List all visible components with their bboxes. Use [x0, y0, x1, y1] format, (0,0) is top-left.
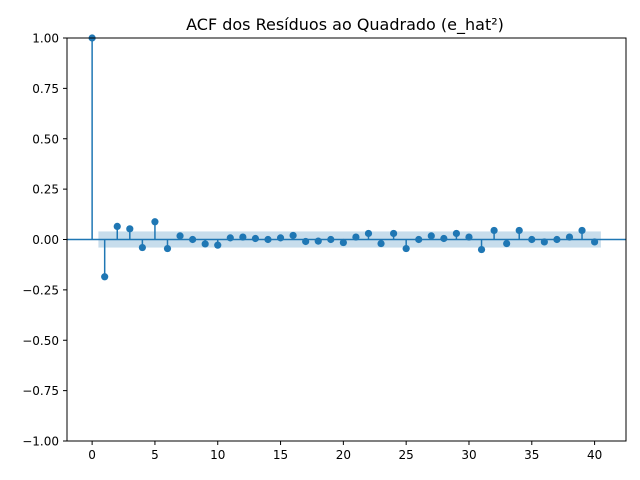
acf-point-lag-11 [226, 234, 234, 242]
acf-point-lag-7 [176, 232, 184, 240]
acf-point-lag-36 [540, 238, 548, 246]
chart-title: ACF dos Resíduos ao Quadrado (e_hat²) [186, 15, 504, 35]
y-tick-label: −1.00 [22, 435, 59, 449]
y-tick-label: −0.75 [22, 384, 59, 398]
acf-point-lag-10 [214, 241, 222, 249]
acf-point-lag-25 [402, 244, 410, 253]
acf-point-lag-17 [302, 237, 310, 246]
acf-point-lag-28 [440, 234, 448, 243]
plot-area: 0 5 10 15 20 25 30 35 40 −1.00 −0.75 −0.50 −0.25 0.00… [22, 32, 626, 462]
acf-point-lag-33 [503, 239, 511, 248]
acf-point-lag-40 [590, 238, 599, 246]
acf-point-lag-8 [189, 235, 197, 244]
acf-point-lag-38 [565, 233, 574, 241]
acf-point-lag-14 [264, 235, 272, 244]
x-tick-label: 35 [524, 448, 539, 462]
acf-point-lag-39 [578, 226, 586, 235]
x-tick-label: 10 [210, 448, 225, 462]
acf-point-lag-2 [113, 222, 121, 231]
acf-point-lag-18 [314, 237, 322, 245]
acf-point-lag-4 [138, 243, 146, 252]
x-tick-label: 5 [151, 448, 159, 462]
acf-point-lag-26 [415, 235, 423, 244]
acf-point-lag-19 [327, 235, 335, 244]
x-tick-label: 20 [336, 448, 351, 462]
acf-point-lag-20 [339, 238, 347, 247]
acf-point-lag-31 [477, 245, 486, 254]
acf-point-lag-15 [276, 234, 285, 242]
acf-point-lag-16 [289, 231, 297, 240]
acf-point-lag-23 [377, 239, 385, 248]
acf-point-lag-13 [251, 234, 260, 243]
x-tick-label: 30 [461, 448, 476, 462]
acf-point-lag-9 [201, 240, 209, 248]
acf-point-lag-32 [490, 226, 498, 235]
y-tick-label: −0.25 [22, 283, 59, 297]
y-tick-label: 0.75 [32, 82, 59, 96]
acf-point-lag-3 [126, 225, 134, 233]
y-tick-label: 0.50 [32, 132, 59, 146]
acf-point-lag-12 [239, 233, 247, 241]
acf-point-lag-21 [352, 233, 360, 241]
axes-frame [66, 37, 627, 442]
x-tick-label: 40 [587, 448, 602, 462]
acf-point-lag-22 [364, 229, 373, 238]
acf-point-lag-30 [465, 233, 473, 241]
acf-point-lag-37 [553, 235, 561, 244]
y-tick-label: 1.00 [32, 32, 59, 46]
y-tick-label: 0.00 [32, 233, 59, 247]
acf-point-lag-34 [515, 226, 523, 235]
acf-point-lag-24 [390, 229, 398, 238]
acf-point-lag-35 [528, 235, 536, 244]
y-tick-label: −0.50 [22, 334, 59, 348]
x-tick-label: 15 [273, 448, 288, 462]
acf-point-lag-27 [427, 232, 435, 240]
acf-point-lag-5 [151, 218, 159, 226]
acf-point-lag-1 [101, 273, 109, 281]
acf-point-lag-29 [452, 229, 461, 238]
x-tick-label: 0 [88, 448, 96, 462]
x-tick-label: 25 [399, 448, 414, 462]
acf-point-lag-6 [163, 244, 172, 253]
y-tick-label: 0.25 [32, 183, 59, 197]
